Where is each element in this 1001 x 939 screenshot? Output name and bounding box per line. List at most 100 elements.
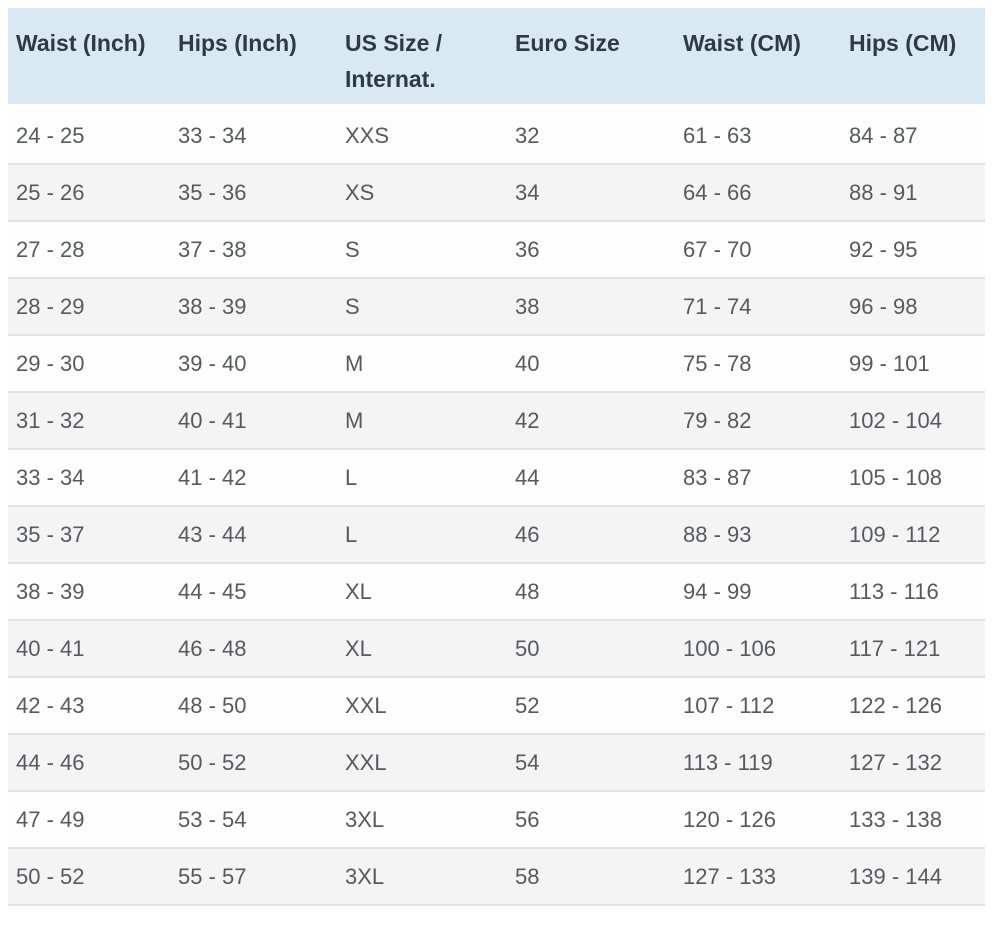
col-header-hips-cm: Hips (CM) — [843, 8, 985, 108]
table-cell-hips-cm: 127 - 132 — [843, 734, 985, 792]
table-cell-hips-inch: 43 - 44 — [172, 506, 339, 564]
table-cell-waist-inch: 33 - 34 — [8, 449, 172, 507]
table-cell-hips-inch: 37 - 38 — [172, 221, 339, 279]
table-cell-waist-cm: 100 - 106 — [677, 620, 843, 678]
table-row: 40 - 41 46 - 48 XL 50 100 - 106 117 - 121 — [8, 620, 985, 678]
table-body: 24 - 25 33 - 34 XXS 32 61 - 63 84 - 87 25 - 26… — [8, 106, 985, 906]
table-cell-hips-inch: 46 - 48 — [172, 620, 339, 678]
table-cell-waist-inch: 31 - 32 — [8, 392, 172, 450]
table-cell-us-size: S — [339, 278, 509, 336]
table-cell-hips-cm: 84 - 87 — [843, 106, 985, 165]
table-cell-waist-inch: 44 - 46 — [8, 734, 172, 792]
table-cell-waist-cm: 107 - 112 — [677, 677, 843, 735]
table-cell-euro-size: 50 — [509, 620, 677, 678]
table-row: 28 - 29 38 - 39 S 38 71 - 74 96 - 98 — [8, 278, 985, 336]
table-cell-euro-size: 54 — [509, 734, 677, 792]
table-row: 33 - 34 41 - 42 L 44 83 - 87 105 - 108 — [8, 449, 985, 507]
table-cell-euro-size: 42 — [509, 392, 677, 450]
table-cell-us-size: S — [339, 221, 509, 279]
col-header-hips-inch: Hips (Inch) — [172, 8, 339, 108]
table-row: 24 - 25 33 - 34 XXS 32 61 - 63 84 - 87 — [8, 106, 985, 165]
table-cell-hips-cm: 113 - 116 — [843, 563, 985, 621]
table-cell-euro-size: 40 — [509, 335, 677, 393]
table-cell-hips-cm: 105 - 108 — [843, 449, 985, 507]
table-cell-waist-inch: 50 - 52 — [8, 848, 172, 906]
table-cell-us-size: M — [339, 392, 509, 450]
table-cell-hips-inch: 40 - 41 — [172, 392, 339, 450]
table-cell-us-size: XL — [339, 620, 509, 678]
table-cell-us-size: 3XL — [339, 848, 509, 906]
table-row: 50 - 52 55 - 57 3XL 58 127 - 133 139 - 144 — [8, 848, 985, 906]
table-cell-waist-inch: 29 - 30 — [8, 335, 172, 393]
table-cell-waist-inch: 35 - 37 — [8, 506, 172, 564]
table-cell-waist-inch: 27 - 28 — [8, 221, 172, 279]
table-row: 35 - 37 43 - 44 L 46 88 - 93 109 - 112 — [8, 506, 985, 564]
table-cell-euro-size: 44 — [509, 449, 677, 507]
table-cell-euro-size: 56 — [509, 791, 677, 849]
table-cell-waist-inch: 40 - 41 — [8, 620, 172, 678]
table-cell-us-size: L — [339, 506, 509, 564]
table-cell-us-size: 3XL — [339, 791, 509, 849]
table-cell-euro-size: 38 — [509, 278, 677, 336]
table-cell-hips-inch: 44 - 45 — [172, 563, 339, 621]
table-row: 42 - 43 48 - 50 XXL 52 107 - 112 122 - 126 — [8, 677, 985, 735]
table-cell-hips-inch: 53 - 54 — [172, 791, 339, 849]
table-row: 31 - 32 40 - 41 M 42 79 - 82 102 - 104 — [8, 392, 985, 450]
table-cell-waist-inch: 38 - 39 — [8, 563, 172, 621]
table-cell-us-size: M — [339, 335, 509, 393]
table-cell-waist-inch: 42 - 43 — [8, 677, 172, 735]
table-cell-hips-cm: 133 - 138 — [843, 791, 985, 849]
header-row: Waist (Inch) Hips (Inch) US Size / Inter… — [8, 8, 985, 108]
table-cell-euro-size: 48 — [509, 563, 677, 621]
table-cell-waist-cm: 94 - 99 — [677, 563, 843, 621]
table-cell-hips-inch: 33 - 34 — [172, 106, 339, 165]
table-cell-hips-cm: 99 - 101 — [843, 335, 985, 393]
size-chart-page: Waist (Inch) Hips (Inch) US Size / Inter… — [8, 8, 985, 906]
table-row: 29 - 30 39 - 40 M 40 75 - 78 99 - 101 — [8, 335, 985, 393]
table-cell-waist-cm: 64 - 66 — [677, 164, 843, 222]
table-cell-waist-cm: 113 - 119 — [677, 734, 843, 792]
table-cell-us-size: XXL — [339, 677, 509, 735]
table-cell-euro-size: 46 — [509, 506, 677, 564]
table-row: 25 - 26 35 - 36 XS 34 64 - 66 88 - 91 — [8, 164, 985, 222]
col-header-euro-size: Euro Size — [509, 8, 677, 108]
table-cell-waist-inch: 24 - 25 — [8, 106, 172, 165]
table-row: 44 - 46 50 - 52 XXL 54 113 - 119 127 - 132 — [8, 734, 985, 792]
table-cell-hips-inch: 35 - 36 — [172, 164, 339, 222]
table-cell-hips-cm: 88 - 91 — [843, 164, 985, 222]
table-cell-us-size: XXS — [339, 106, 509, 165]
table-cell-euro-size: 36 — [509, 221, 677, 279]
table-cell-waist-cm: 79 - 82 — [677, 392, 843, 450]
table-cell-hips-cm: 122 - 126 — [843, 677, 985, 735]
table-cell-us-size: L — [339, 449, 509, 507]
table-cell-hips-inch: 48 - 50 — [172, 677, 339, 735]
table-cell-waist-inch: 25 - 26 — [8, 164, 172, 222]
table-cell-waist-cm: 120 - 126 — [677, 791, 843, 849]
table-cell-hips-cm: 109 - 112 — [843, 506, 985, 564]
table-cell-us-size: XS — [339, 164, 509, 222]
table-cell-hips-cm: 117 - 121 — [843, 620, 985, 678]
table-cell-euro-size: 52 — [509, 677, 677, 735]
table-cell-waist-cm: 127 - 133 — [677, 848, 843, 906]
table-header: Waist (Inch) Hips (Inch) US Size / Inter… — [8, 8, 985, 108]
table-cell-hips-inch: 39 - 40 — [172, 335, 339, 393]
table-cell-waist-inch: 28 - 29 — [8, 278, 172, 336]
table-cell-euro-size: 32 — [509, 106, 677, 165]
table-cell-us-size: XXL — [339, 734, 509, 792]
table-cell-waist-cm: 83 - 87 — [677, 449, 843, 507]
table-cell-euro-size: 58 — [509, 848, 677, 906]
table-row: 27 - 28 37 - 38 S 36 67 - 70 92 - 95 — [8, 221, 985, 279]
table-cell-hips-inch: 55 - 57 — [172, 848, 339, 906]
col-header-us-size: US Size / Internat. — [339, 8, 509, 108]
size-chart-table: Waist (Inch) Hips (Inch) US Size / Inter… — [8, 8, 985, 906]
table-cell-waist-cm: 75 - 78 — [677, 335, 843, 393]
table-cell-waist-cm: 61 - 63 — [677, 106, 843, 165]
col-header-waist-cm: Waist (CM) — [677, 8, 843, 108]
table-cell-euro-size: 34 — [509, 164, 677, 222]
table-cell-hips-cm: 102 - 104 — [843, 392, 985, 450]
table-cell-hips-inch: 41 - 42 — [172, 449, 339, 507]
table-cell-hips-cm: 92 - 95 — [843, 221, 985, 279]
table-row: 38 - 39 44 - 45 XL 48 94 - 99 113 - 116 — [8, 563, 985, 621]
table-cell-hips-inch: 38 - 39 — [172, 278, 339, 336]
table-cell-hips-cm: 96 - 98 — [843, 278, 985, 336]
